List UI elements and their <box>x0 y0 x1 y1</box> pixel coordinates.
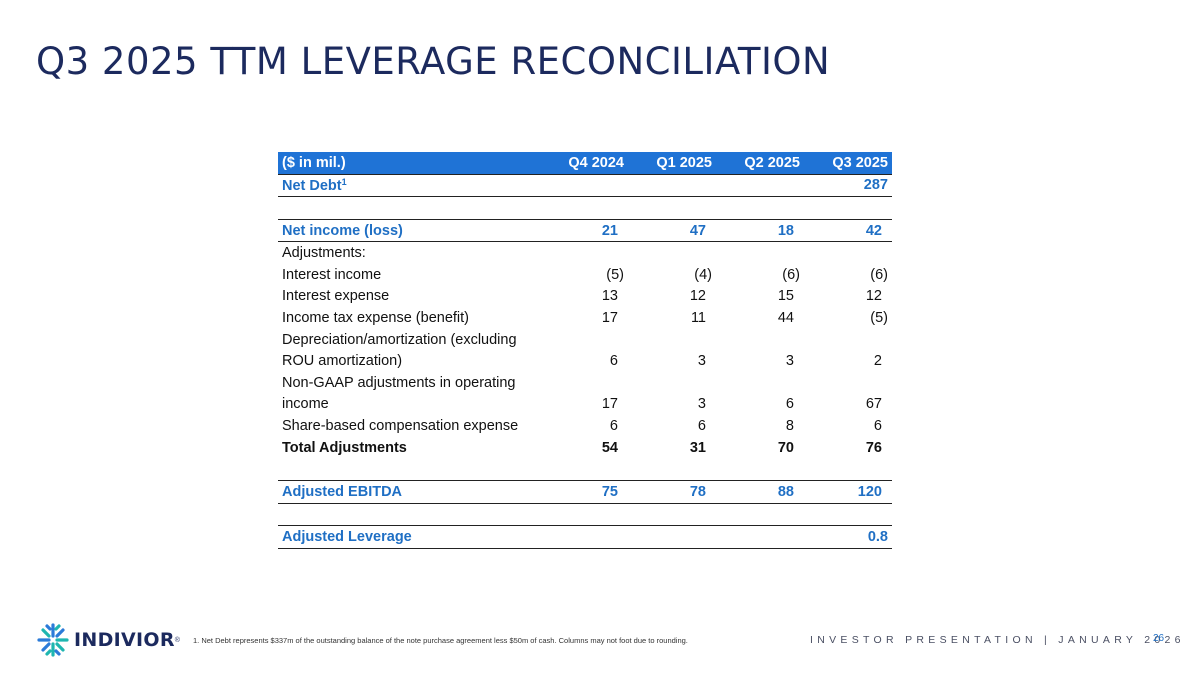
depreciation-label-line2: ROU amortization) <box>282 353 403 370</box>
share-based-label: Share-based compensation expense <box>282 417 519 434</box>
header-col-q2-2025: Q2 2025 <box>716 152 804 175</box>
row-adjusted-ebitda: Adjusted EBITDA 75 78 88 120 <box>278 479 892 504</box>
non-gaap-q3-2025: 67 <box>865 396 882 413</box>
table-header-row: ($ in mil.) Q4 2024 Q1 2025 Q2 2025 Q3 2… <box>278 152 892 175</box>
non-gaap-q1-2025: 3 <box>697 396 706 413</box>
net-income-q1-2025: 47 <box>628 218 716 243</box>
interest-income-q3-2025: (6) <box>870 266 888 283</box>
net-income-q2-2025: 18 <box>716 218 804 243</box>
share-based-q1-2025: 6 <box>697 417 706 434</box>
interest-expense-q3-2025: 12 <box>865 288 882 305</box>
adjusted-leverage-q3: 0.8 <box>804 525 892 549</box>
indivior-mark-icon <box>37 623 69 657</box>
depreciation-q1-2025: 3 <box>697 353 706 370</box>
row-depreciation: ROU amortization) 6 3 3 2 <box>278 350 892 372</box>
interest-income-q4-2024: (5) <box>606 266 624 283</box>
interest-expense-q1-2025: 12 <box>689 288 706 305</box>
interest-income-q2-2025: (6) <box>782 266 800 283</box>
net-income-label: Net income (loss) <box>278 218 540 243</box>
depreciation-q2-2025: 3 <box>785 353 794 370</box>
row-non-gaap: income 17 3 6 67 <box>278 394 892 416</box>
adjusted-ebitda-q4-2024: 75 <box>601 483 618 500</box>
registered-mark: ® <box>174 636 180 644</box>
row-interest-income: Interest income (5) (4) (6) (6) <box>278 264 892 286</box>
depreciation-q3-2025: 2 <box>873 353 882 370</box>
adjusted-leverage-label: Adjusted Leverage <box>278 525 540 549</box>
total-adjustments-q3-2025: 76 <box>865 439 882 456</box>
share-based-q4-2024: 6 <box>609 417 618 434</box>
presentation-label: INVESTOR PRESENTATION | JANUARY 2026 <box>810 634 1185 646</box>
net-debt-q3: 287 <box>804 174 892 198</box>
interest-expense-q4-2024: 13 <box>601 288 618 305</box>
indivior-logo: INDIVIOR ® <box>36 622 180 658</box>
row-non-gaap-line1: Non-GAAP adjustments in operating <box>278 372 892 394</box>
share-based-q2-2025: 8 <box>785 417 794 434</box>
share-based-q3-2025: 6 <box>873 417 882 434</box>
interest-expense-q2-2025: 15 <box>777 288 794 305</box>
spacer-row <box>278 458 892 480</box>
non-gaap-q2-2025: 6 <box>785 396 794 413</box>
page-number: 26 <box>1153 633 1165 644</box>
non-gaap-q4-2024: 17 <box>601 396 618 413</box>
income-tax-label: Income tax expense (benefit) <box>282 309 469 326</box>
income-tax-q2-2025: 44 <box>777 309 794 326</box>
interest-income-label: Interest income <box>282 266 382 283</box>
spacer-row <box>278 197 892 220</box>
adjustments-label: Adjustments: <box>282 245 366 262</box>
adjusted-ebitda-q3-2025: 120 <box>857 483 882 500</box>
total-adjustments-q4-2024: 54 <box>601 439 618 456</box>
page-title: Q3 2025 TTM LEVERAGE RECONCILIATION <box>36 40 831 83</box>
row-share-based: Share-based compensation expense 6 6 8 6 <box>278 415 892 437</box>
leverage-reconciliation-table: ($ in mil.) Q4 2024 Q1 2025 Q2 2025 Q3 2… <box>278 152 892 549</box>
row-adjusted-leverage: Adjusted Leverage 0.8 <box>278 525 892 549</box>
depreciation-label-line1: Depreciation/amortization (excluding <box>282 331 517 348</box>
adjusted-ebitda-q1-2025: 78 <box>689 483 706 500</box>
logo-wordmark: INDIVIOR <box>74 629 175 651</box>
net-income-q3-2025: 42 <box>804 218 892 243</box>
interest-income-q1-2025: (4) <box>694 266 712 283</box>
net-income-q4-2024: 21 <box>540 218 628 243</box>
row-net-debt: Net Debt1 287 <box>278 174 892 198</box>
non-gaap-label-line2: income <box>282 396 329 413</box>
interest-expense-label: Interest expense <box>282 288 390 305</box>
total-adjustments-label: Total Adjustments <box>282 439 407 456</box>
row-net-income: Net income (loss) 21 47 18 42 <box>278 218 892 243</box>
header-col-q3-2025: Q3 2025 <box>804 152 892 175</box>
non-gaap-label-line1: Non-GAAP adjustments in operating <box>282 374 516 391</box>
depreciation-q4-2024: 6 <box>609 353 618 370</box>
row-depreciation-line1: Depreciation/amortization (excluding <box>278 329 892 351</box>
income-tax-q1-2025: 11 <box>690 309 706 326</box>
footnote: 1. Net Debt represents $337m of the outs… <box>193 636 688 645</box>
header-col-q1-2025: Q1 2025 <box>628 152 716 175</box>
total-adjustments-q1-2025: 31 <box>689 439 706 456</box>
adjusted-ebitda-label: Adjusted EBITDA <box>278 479 540 504</box>
adjusted-ebitda-q2-2025: 88 <box>777 483 794 500</box>
total-adjustments-q2-2025: 70 <box>777 439 794 456</box>
row-total-adjustments: Total Adjustments 54 31 70 76 <box>278 437 892 459</box>
footnote-marker: 1 <box>341 176 347 187</box>
spacer-row <box>278 503 892 526</box>
header-label: ($ in mil.) <box>278 152 540 175</box>
header-col-q4-2024: Q4 2024 <box>540 152 628 175</box>
row-interest-expense: Interest expense 13 12 15 12 <box>278 286 892 308</box>
income-tax-q3-2025: (5) <box>870 309 888 326</box>
net-debt-label: Net Debt1 <box>278 174 540 198</box>
row-adjustments-heading: Adjustments: <box>278 242 892 264</box>
row-income-tax: Income tax expense (benefit) 17 11 44 (5… <box>278 307 892 329</box>
income-tax-q4-2024: 17 <box>601 309 618 326</box>
